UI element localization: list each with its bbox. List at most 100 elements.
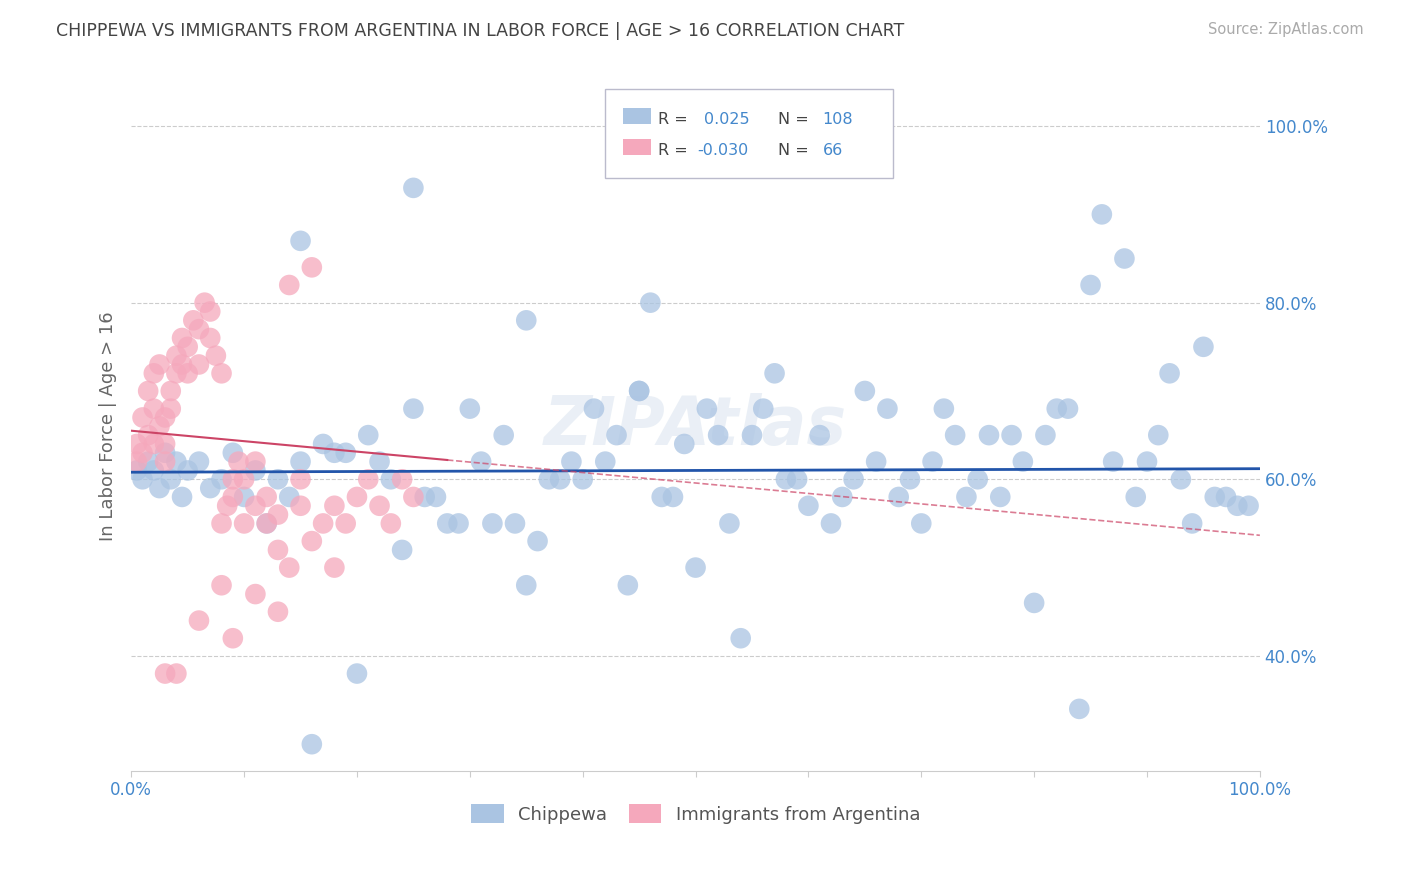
Point xyxy=(492,428,515,442)
Point xyxy=(368,499,391,513)
Text: 0.025: 0.025 xyxy=(704,112,749,127)
Point xyxy=(380,516,402,531)
Point xyxy=(820,516,842,531)
Point xyxy=(131,410,153,425)
Point xyxy=(651,490,673,504)
Text: CHIPPEWA VS IMMIGRANTS FROM ARGENTINA IN LABOR FORCE | AGE > 16 CORRELATION CHAR: CHIPPEWA VS IMMIGRANTS FROM ARGENTINA IN… xyxy=(56,22,904,40)
Point xyxy=(763,367,786,381)
Point xyxy=(730,632,752,646)
Point xyxy=(200,481,222,495)
Point xyxy=(413,490,436,504)
Point xyxy=(290,499,312,513)
Point xyxy=(380,472,402,486)
Point xyxy=(582,401,605,416)
Point xyxy=(233,516,256,531)
Point xyxy=(136,428,159,442)
Point xyxy=(148,358,170,372)
Point xyxy=(368,455,391,469)
Point xyxy=(188,614,211,628)
Point xyxy=(211,578,233,592)
Point xyxy=(211,516,233,531)
Point xyxy=(142,437,165,451)
Point xyxy=(153,446,176,460)
Point xyxy=(887,490,910,504)
Point xyxy=(718,516,741,531)
Point xyxy=(125,463,148,477)
Point xyxy=(125,437,148,451)
Point xyxy=(200,331,222,345)
Point xyxy=(1181,516,1204,531)
Point xyxy=(181,313,204,327)
Point xyxy=(165,367,187,381)
Point xyxy=(966,472,988,486)
Point xyxy=(165,666,187,681)
Point xyxy=(1080,278,1102,293)
Point xyxy=(593,455,616,469)
Point xyxy=(131,472,153,486)
Point xyxy=(391,472,413,486)
Point xyxy=(1114,252,1136,266)
Point xyxy=(267,508,290,522)
Text: Source: ZipAtlas.com: Source: ZipAtlas.com xyxy=(1208,22,1364,37)
Point xyxy=(503,516,526,531)
Point xyxy=(842,472,865,486)
Point xyxy=(136,384,159,398)
Point xyxy=(205,349,228,363)
Point xyxy=(910,516,932,531)
Point xyxy=(1237,499,1260,513)
Point xyxy=(1226,499,1249,513)
Point xyxy=(1057,401,1080,416)
Point xyxy=(932,401,955,416)
Point xyxy=(402,490,425,504)
Point xyxy=(458,401,481,416)
Point xyxy=(1102,455,1125,469)
Point xyxy=(537,472,560,486)
Point xyxy=(125,455,148,469)
Point xyxy=(290,234,312,248)
Point xyxy=(571,472,593,486)
Point xyxy=(1011,455,1033,469)
Point xyxy=(865,455,887,469)
Point xyxy=(267,543,290,558)
Point xyxy=(335,516,357,531)
Text: -0.030: -0.030 xyxy=(697,143,748,158)
Point xyxy=(233,490,256,504)
Point xyxy=(159,401,181,416)
Point xyxy=(323,560,346,574)
Point xyxy=(228,455,250,469)
Point xyxy=(153,410,176,425)
Point xyxy=(312,437,335,451)
Point xyxy=(436,516,458,531)
Point xyxy=(335,446,357,460)
Point xyxy=(402,181,425,195)
Point xyxy=(211,367,233,381)
Point xyxy=(921,455,943,469)
Point xyxy=(245,463,267,477)
Point xyxy=(955,490,977,504)
Point xyxy=(425,490,447,504)
Point xyxy=(447,516,470,531)
Point xyxy=(707,428,730,442)
Point xyxy=(1024,596,1046,610)
Point xyxy=(222,632,245,646)
Y-axis label: In Labor Force | Age > 16: In Labor Force | Age > 16 xyxy=(100,311,117,541)
Point xyxy=(267,472,290,486)
Point xyxy=(898,472,921,486)
Point xyxy=(357,472,380,486)
Point xyxy=(245,587,267,601)
Point xyxy=(153,666,176,681)
Point xyxy=(876,401,898,416)
Point xyxy=(165,455,187,469)
Point xyxy=(831,490,853,504)
Legend: Chippewa, Immigrants from Argentina: Chippewa, Immigrants from Argentina xyxy=(471,805,920,823)
Text: 108: 108 xyxy=(823,112,853,127)
Point xyxy=(131,446,153,460)
Point xyxy=(515,313,537,327)
Point xyxy=(170,490,193,504)
Point xyxy=(673,437,696,451)
Text: R =: R = xyxy=(658,112,688,127)
Point xyxy=(346,666,368,681)
Point xyxy=(290,472,312,486)
Point xyxy=(560,455,582,469)
Point xyxy=(142,401,165,416)
